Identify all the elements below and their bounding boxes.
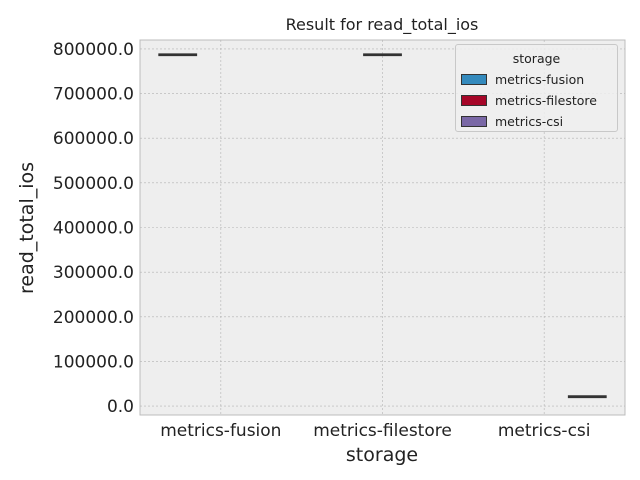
y-tick-label: 200000.0 — [53, 308, 134, 328]
legend-item-csi: metrics-csi — [461, 113, 564, 129]
legend-item-fusion: metrics-fusion — [461, 71, 585, 87]
legend-label-fusion: metrics-fusion — [495, 71, 585, 87]
legend: storage metrics-fusion metrics-filestore… — [455, 44, 618, 132]
legend-item-filestore: metrics-filestore — [461, 92, 597, 108]
legend-swatch-filestore — [461, 94, 487, 106]
y-tick-label: 600000.0 — [53, 129, 134, 149]
legend-title: storage — [512, 51, 561, 66]
legend-swatch-csi — [461, 115, 487, 127]
y-tick-label: 400000.0 — [53, 219, 134, 239]
y-tick-label: 300000.0 — [53, 263, 134, 283]
x-tick-label: metrics-filestore — [313, 421, 452, 441]
legend-label-filestore: metrics-filestore — [495, 92, 597, 108]
y-axis-label: read_total_ios — [16, 162, 38, 294]
y-tick-label: 500000.0 — [53, 174, 134, 194]
y-tick-label: 100000.0 — [53, 352, 134, 372]
chart-title: Result for read_total_ios — [286, 15, 479, 35]
y-tick-label: 800000.0 — [53, 40, 134, 60]
x-axis-label: storage — [346, 444, 418, 466]
y-tick-label: 700000.0 — [53, 85, 134, 105]
legend-swatch-fusion — [461, 73, 487, 85]
median-lines — [158, 53, 607, 399]
x-tick-label: metrics-fusion — [160, 421, 281, 441]
legend-label-csi: metrics-csi — [495, 113, 564, 129]
x-tick-label: metrics-csi — [498, 421, 591, 441]
axis-ticks: 0.0 100000.0 200000.0 300000.0 400000.0 50000… — [53, 40, 591, 441]
y-tick-label: 0.0 — [107, 397, 134, 417]
